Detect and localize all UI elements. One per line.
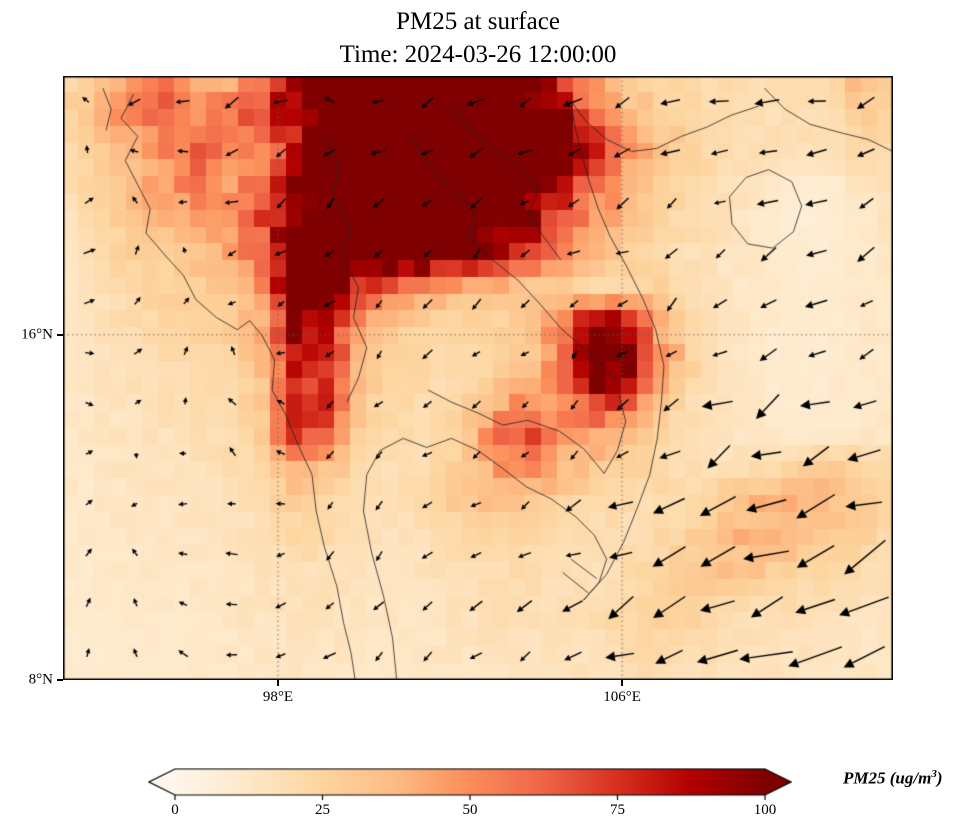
colorbar-tick-label: 75 [610,802,625,818]
title-line-1: PM25 at surface [396,8,560,35]
map-canvas [63,76,893,680]
title-line-2: Time: 2024-03-26 12:00:00 [339,41,617,68]
colorbar-label-suffix: ) [936,768,943,788]
x-axis-tickmark [621,680,623,686]
y-axis-tick-label: 16°N [21,326,53,343]
y-axis-tickmark [57,334,63,336]
y-axis-tickmark [57,679,63,681]
x-axis-tick-label: 98°E [262,689,294,705]
colorbar-tick-label: 0 [171,802,179,818]
colorbar-tick-label: 25 [315,802,330,818]
chart-title: PM25 at surface Time: 2024-03-26 12:00:0… [340,5,617,71]
x-axis-tick-label: 106°E [603,689,641,705]
colorbar-label: PM25 (ug/m3) [843,768,942,789]
colorbar-tick-label: 100 [753,802,777,818]
y-axis-tick-label: 8°N [28,671,53,688]
colorbar-label-prefix: PM25 (ug/m [843,768,932,788]
colorbar-canvas [148,768,792,801]
colorbar-label-superscript: 3 [931,768,937,780]
colorbar-tick-label: 50 [462,802,478,818]
x-axis-tickmark [277,680,279,686]
